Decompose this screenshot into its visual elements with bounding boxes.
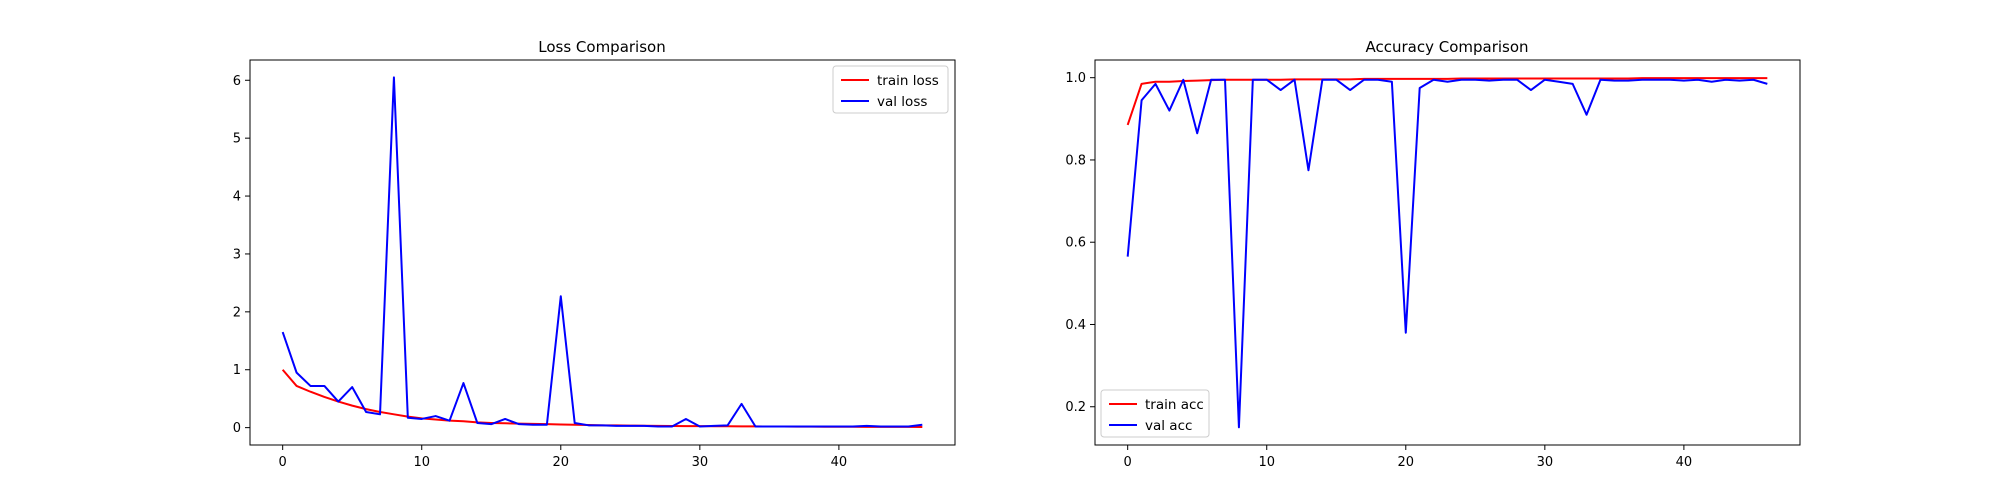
series-line-val-loss [281,76,923,428]
y-tick-label: 5 [233,132,241,147]
axes-frame [1094,59,1801,446]
y-tick-label: 1 [233,363,241,378]
x-tick-label: 30 [1537,455,1554,470]
y-tick-label: 3 [233,247,241,262]
x-tick-label: 30 [692,455,709,470]
x-tick-label: 10 [413,455,430,470]
legend-label: train acc [1145,397,1204,413]
y-tick-label: 4 [233,190,241,205]
plot-area: 0 10 20 30 40 0.2 0.4 0.6 0.8 1.0 train acc val acc [1065,59,1801,470]
legend: train loss val loss [832,65,949,114]
y-tick-label: 0.4 [1065,318,1086,333]
series-line-train-loss [281,369,923,428]
series-line-train-acc [1126,77,1768,126]
x-tick-label: 0 [279,455,287,470]
chart-title: Loss Comparison [538,38,665,56]
x-tick-label: 10 [1258,455,1275,470]
y-tick-label: 1.0 [1065,71,1086,86]
y-tick-label: 0.2 [1065,400,1086,415]
x-tick-label: 20 [1398,455,1415,470]
x-tick-label: 0 [1124,455,1132,470]
chart-title: Accuracy Comparison [1365,38,1528,56]
y-tick-label: 0.6 [1065,236,1086,251]
legend-label: train loss [877,73,939,89]
y-tick-label: 0.8 [1065,153,1086,168]
axes-frame [249,59,956,446]
y-tick-label: 0 [233,421,241,436]
legend-label: val acc [1145,418,1192,434]
plot-area: 0 10 20 30 40 0 1 2 3 4 5 6 train loss val loss [233,59,956,470]
legend-label: val loss [877,94,927,110]
x-tick-label: 40 [831,455,848,470]
y-tick-label: 2 [233,305,241,320]
chart-accuracy-comparison: Accuracy Comparison 0 10 20 30 40 0.2 0.4 0.6 0.… [1065,38,1801,470]
x-tick-label: 20 [553,455,570,470]
x-tick-label: 40 [1676,455,1693,470]
series-line-val-acc [1126,78,1768,429]
chart-loss-comparison: Loss Comparison 0 10 20 30 40 0 1 2 3 4 5 6 train lo… [233,38,956,470]
legend: train acc val acc [1100,389,1210,438]
y-tick-label: 6 [233,74,241,89]
